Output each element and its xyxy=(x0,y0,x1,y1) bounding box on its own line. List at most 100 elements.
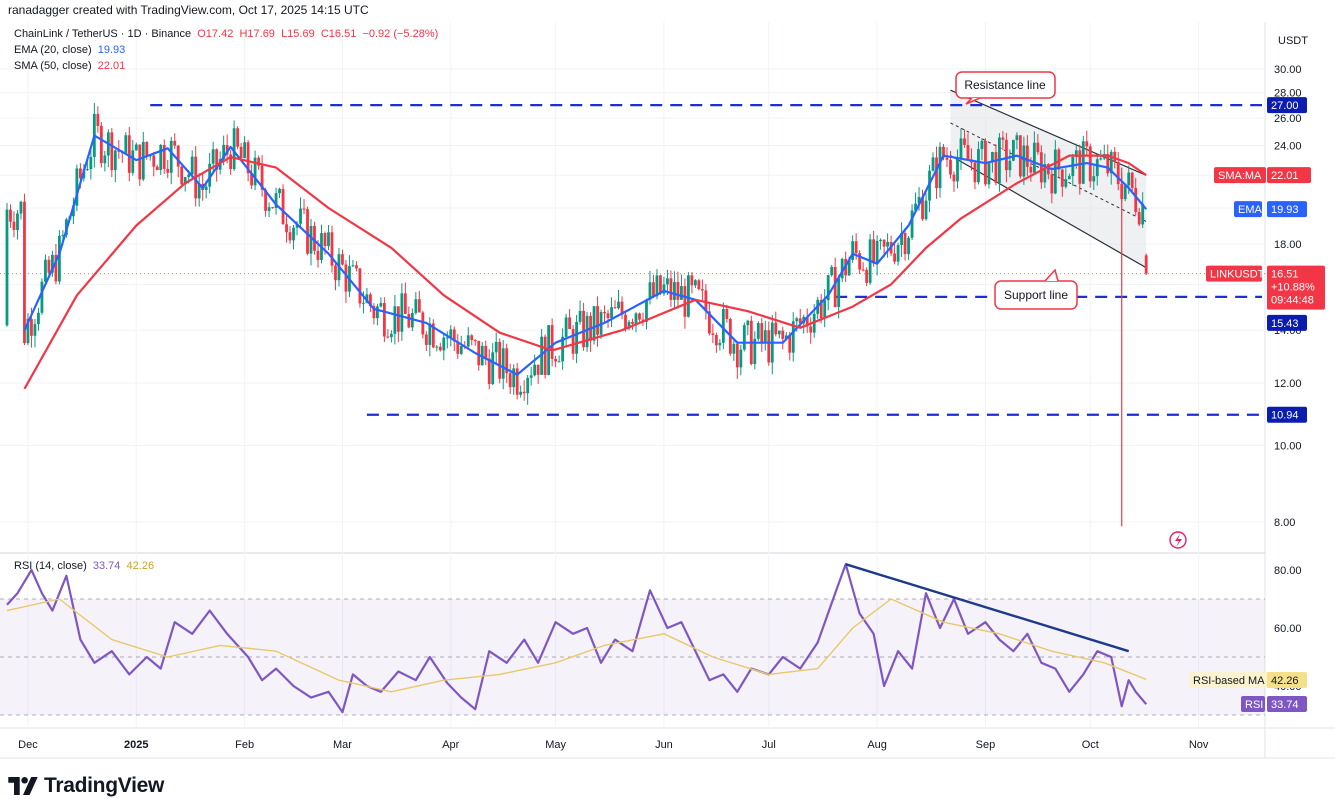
candle-body xyxy=(519,391,523,395)
ema-legend[interactable]: EMA (20, close) 19.93 xyxy=(14,44,125,56)
candle-body xyxy=(714,335,718,346)
candle-body xyxy=(1025,145,1029,167)
candle-body xyxy=(452,329,456,342)
candle-body xyxy=(155,166,159,171)
resistance-callout-box[interactable] xyxy=(955,71,1056,99)
candle-body xyxy=(403,293,407,314)
ema-tag-badge[interactable]: EMA xyxy=(1238,204,1263,216)
ema-label: EMA (20, close) xyxy=(14,44,92,56)
candle-body xyxy=(1067,176,1071,180)
candle-body xyxy=(376,306,379,319)
candle-body xyxy=(239,146,243,159)
sma-value: 22.01 xyxy=(97,60,126,72)
candle-body xyxy=(78,168,82,179)
candle-body xyxy=(956,159,959,182)
tradingview-logo[interactable]: TradingView xyxy=(8,774,164,798)
candle-body xyxy=(805,316,809,327)
support-callout-tail xyxy=(1044,268,1059,282)
candle-body xyxy=(124,135,128,154)
sma-value-badge[interactable]: 22.01 xyxy=(1271,170,1299,182)
sma-tag-badge[interactable]: SMA:MA xyxy=(1218,170,1262,182)
candle-body xyxy=(1022,145,1026,177)
candle-body xyxy=(473,339,477,341)
candle-body xyxy=(145,141,149,157)
candle-body xyxy=(683,286,687,317)
candle-body xyxy=(763,330,767,343)
level-27-badge-bg xyxy=(1267,97,1307,114)
candle-body xyxy=(47,259,51,273)
candle-body xyxy=(659,275,662,294)
last-tag-badge[interactable]: LINKUSDT xyxy=(1210,269,1265,281)
candle-body xyxy=(893,253,896,262)
candle-body xyxy=(274,193,278,208)
sma-legend[interactable]: SMA (50, close) 22.01 xyxy=(14,60,125,72)
candle-body xyxy=(435,346,439,348)
rsima-value-badge[interactable]: 42.26 xyxy=(1271,675,1299,687)
support-callout-label[interactable]: Support line xyxy=(1004,288,1068,302)
candle-body xyxy=(1116,161,1120,185)
candle-body xyxy=(564,317,568,337)
ohlc-open: O17.42 xyxy=(197,28,234,40)
last-pct[interactable]: +10.88% xyxy=(1271,282,1315,294)
candle-body xyxy=(292,227,295,241)
ema-value-badge[interactable]: 19.93 xyxy=(1271,204,1299,216)
candle-body xyxy=(791,321,795,353)
candle-body xyxy=(753,338,757,365)
rsi-line[interactable] xyxy=(6,563,1148,714)
support-line[interactable] xyxy=(950,155,1147,269)
candle-body xyxy=(620,301,624,315)
candle-body xyxy=(795,318,799,322)
last-countdown[interactable]: 09:44:48 xyxy=(1271,295,1314,307)
rsi-label: RSI (14, close) xyxy=(14,560,87,572)
rsi-legend[interactable]: RSI (14, close) 33.74 42.26 xyxy=(14,560,154,572)
candle-body xyxy=(334,265,337,281)
support-callout-box[interactable] xyxy=(994,280,1078,310)
candle-body xyxy=(624,314,627,329)
candle-body xyxy=(613,307,617,309)
candle-body xyxy=(784,335,788,339)
candle-body xyxy=(442,337,446,351)
level-1094-badge[interactable]: 10.94 xyxy=(1271,410,1299,422)
resistance-callout-label[interactable]: Resistance line xyxy=(964,78,1046,92)
level-27-badge[interactable]: 27.00 xyxy=(1271,100,1299,112)
candle-body xyxy=(788,335,792,353)
rsi-divergence-line[interactable] xyxy=(845,563,1130,653)
rsi-tag-badge[interactable]: RSI xyxy=(1245,699,1263,711)
candle-body xyxy=(935,157,938,189)
candle-body xyxy=(851,241,855,260)
ema-line[interactable] xyxy=(23,134,1148,376)
time-tick-label: May xyxy=(545,739,566,751)
candle-body xyxy=(85,169,89,171)
candle-body xyxy=(30,318,33,336)
rsi-value-badge[interactable]: 33.74 xyxy=(1271,699,1299,711)
candle-body xyxy=(631,321,634,324)
candle-body xyxy=(159,145,163,171)
candle-body xyxy=(162,145,166,169)
candle-body xyxy=(823,300,827,319)
candle-body xyxy=(288,232,292,241)
candle-body xyxy=(187,174,191,178)
candle-body xyxy=(1036,142,1040,153)
candle-body xyxy=(760,323,764,343)
resistance-callout-tail xyxy=(965,97,981,105)
candle-body xyxy=(648,282,652,300)
rsi-ma-line[interactable] xyxy=(6,598,1147,693)
candle-body xyxy=(903,233,907,255)
candle-body xyxy=(781,330,785,339)
candle-body xyxy=(12,221,16,231)
last-value[interactable]: 16.51 xyxy=(1271,269,1299,281)
currency-label[interactable]: USDT xyxy=(1278,35,1308,47)
sma-line[interactable] xyxy=(23,154,1147,390)
candle-body xyxy=(344,264,348,292)
candle-body xyxy=(1137,211,1141,225)
candle-body xyxy=(484,345,488,359)
candle-body xyxy=(508,373,512,388)
candle-body xyxy=(742,325,746,350)
candle-body xyxy=(603,312,606,314)
candle-body xyxy=(1015,135,1019,141)
candle-body xyxy=(865,269,869,283)
candle-body xyxy=(61,235,65,237)
level-1543-badge[interactable]: 15.43 xyxy=(1271,318,1299,330)
symbol-name[interactable]: ChainLink / TetherUS · 1D · Binance xyxy=(14,28,192,40)
rsima-tag-badge[interactable]: RSI-based MA xyxy=(1193,675,1265,687)
